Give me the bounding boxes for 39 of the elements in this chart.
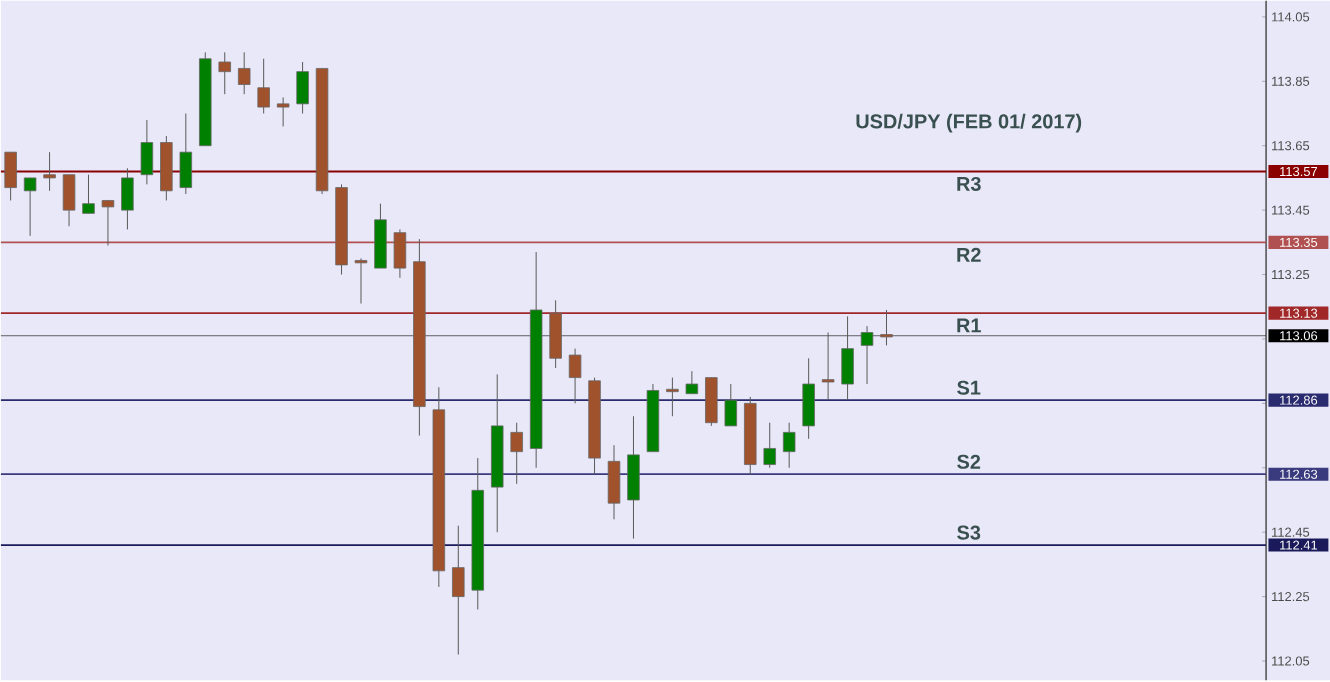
candlestick [549, 300, 562, 369]
candlestick [821, 332, 835, 402]
candlestick [23, 177, 37, 237]
candlestick [121, 168, 134, 231]
candlestick [43, 152, 56, 192]
annotation: R3 [957, 177, 981, 192]
annotation: S1 [957, 381, 981, 396]
candlestick [880, 309, 893, 347]
candlestick [237, 52, 251, 96]
annotation: R1 [957, 319, 981, 333]
candlestick [666, 377, 679, 418]
candlestick [276, 97, 290, 128]
candlestick [296, 61, 309, 115]
candlestick [354, 258, 368, 305]
candlestick [393, 229, 407, 279]
candlestick [841, 316, 854, 402]
candlestick [782, 422, 796, 469]
candlestick [510, 422, 523, 485]
candlestick [705, 377, 718, 427]
candlestick [101, 200, 115, 247]
candlestick [179, 113, 193, 195]
annotation: S3 [957, 526, 981, 541]
candlestick [724, 383, 738, 427]
candlestick [4, 152, 17, 202]
annotation: R2 [957, 248, 981, 263]
candlestick [257, 58, 270, 115]
candlestick [627, 416, 640, 540]
candlestick [763, 422, 776, 469]
candlestick [82, 174, 95, 215]
candlestick [568, 348, 582, 405]
candlestick [607, 445, 621, 521]
candlestick [140, 119, 154, 186]
candlestick [802, 358, 815, 440]
annotation: S2 [957, 455, 981, 470]
candlestick [218, 52, 231, 96]
candlestick [860, 326, 874, 385]
text: USD/JPY (FEB 01/ 2017) [856, 114, 1082, 133]
candlestick [62, 174, 76, 228]
candlestick [452, 525, 465, 656]
